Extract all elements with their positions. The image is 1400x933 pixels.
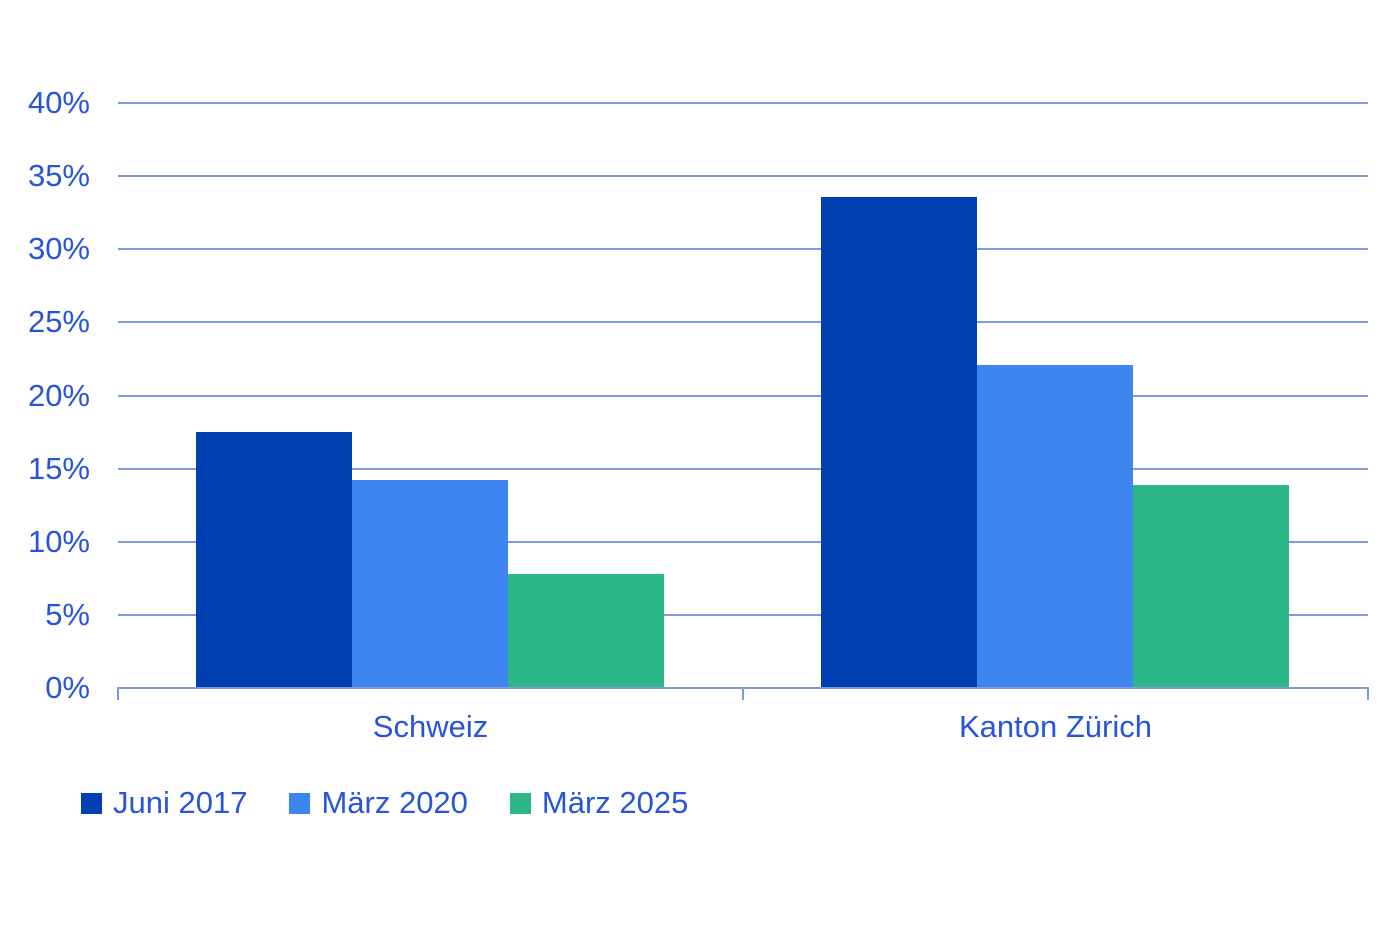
- bar-kanton-zürich-märz-2025: [1133, 485, 1289, 688]
- y-axis-tick-label: 40%: [27, 85, 90, 120]
- gridline-15%: [118, 468, 1368, 470]
- y-axis-tick-label: 25%: [27, 304, 90, 339]
- y-axis-tick-label: 35%: [27, 158, 90, 193]
- y-axis-tick-label: 15%: [27, 451, 90, 486]
- legend-color-swatch: [81, 792, 102, 814]
- y-axis-tick-label: 5%: [45, 597, 90, 632]
- gridline-40%: [118, 102, 1368, 104]
- bar-kanton-zürich-juni-2017: [821, 197, 977, 688]
- bar-schweiz-märz-2020: [352, 480, 508, 688]
- gridline-30%: [118, 248, 1368, 250]
- legend-item-märz-2025: März 2025: [509, 785, 689, 820]
- gridline-25%: [118, 321, 1368, 323]
- x-axis-category-label: Schweiz: [372, 709, 489, 744]
- y-axis-tick-label: 0%: [45, 670, 90, 705]
- x-axis-tick: [742, 687, 744, 700]
- y-axis-tick-label: 10%: [27, 524, 90, 559]
- legend-label: März 2025: [541, 785, 689, 820]
- legend-label: Juni 2017: [113, 785, 248, 820]
- gridline-10%: [118, 541, 1368, 543]
- legend-color-swatch: [509, 792, 531, 814]
- legend-item-juni-2017: Juni 2017: [81, 786, 247, 820]
- bar-schweiz-juni-2017: [196, 432, 352, 688]
- x-axis-tick: [1367, 687, 1369, 700]
- legend-label: März 2020: [321, 785, 468, 820]
- bar-kanton-zürich-märz-2020: [977, 365, 1133, 688]
- gridline-35%: [118, 175, 1368, 177]
- gridline-5%: [118, 614, 1368, 616]
- bar-schweiz-märz-2025: [508, 574, 664, 688]
- y-axis-tick-label: 30%: [27, 231, 90, 266]
- gridline-20%: [118, 395, 1368, 397]
- legend-item-märz-2020: März 2020: [289, 785, 468, 820]
- x-axis-category-label: Kanton Zürich: [959, 709, 1152, 744]
- y-axis-tick-label: 20%: [27, 378, 90, 413]
- x-axis-tick: [117, 687, 119, 700]
- chart-legend: Juni 2017 März 2020 März 2025: [81, 786, 730, 820]
- legend-color-swatch: [289, 792, 311, 814]
